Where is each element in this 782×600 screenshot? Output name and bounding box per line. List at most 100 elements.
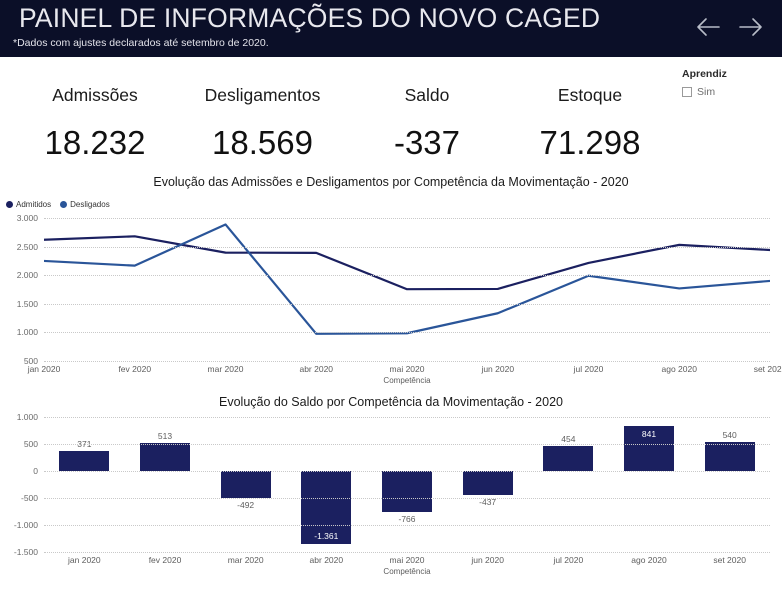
gridline: [44, 218, 770, 219]
kpi-label: Desligamentos: [204, 85, 321, 105]
x-axis-tick: jun 2020: [481, 364, 515, 374]
line-series-svg: [44, 223, 770, 335]
x-axis-tick: jan 2020: [27, 364, 61, 374]
kpi-label: Admissões: [52, 85, 138, 105]
gridline: [44, 246, 770, 248]
kpi-card-admissoes: Admissões 18.232: [14, 85, 176, 161]
kpi-label: Estoque: [557, 85, 623, 105]
chart-title: Evolução do Saldo por Competência da Mov…: [219, 395, 563, 409]
gridline: [44, 471, 770, 472]
gridline: [44, 332, 770, 334]
chart-title: Evolução das Admissões e Desligamentos p…: [153, 175, 629, 189]
y-axis-tick: 3.000: [16, 213, 38, 223]
x-axis-tick: set 2020: [753, 364, 782, 374]
x-axis-tick: mai 2020: [389, 555, 425, 565]
y-axis-tick: 500: [23, 356, 38, 366]
arrow-left-icon[interactable]: [694, 12, 724, 42]
x-axis-tick: jan 2020: [68, 555, 101, 565]
bar-value-label: -437: [479, 496, 497, 507]
bar[interactable]: [623, 425, 674, 471]
kpi-label: Saldo: [404, 85, 450, 105]
y-axis-tick: 1.000: [16, 327, 38, 338]
bar[interactable]: [381, 471, 432, 513]
x-axis-tick: mar 2020: [227, 555, 264, 565]
x-axis-tick: fev 2020: [148, 555, 182, 565]
x-axis-label: Competência: [383, 567, 431, 576]
x-axis-tick: jul 2020: [553, 555, 584, 565]
y-axis-tick: -1.000: [13, 520, 38, 530]
legend-item-desligados[interactable]: Desligados: [60, 200, 110, 209]
chart-legend: Admitidos Desligados: [6, 200, 110, 209]
x-axis-tick: set 2020: [713, 555, 746, 565]
gridline: [44, 417, 770, 418]
filter-title: Aprendiz: [682, 68, 727, 80]
bar-value-label: 454: [561, 434, 576, 445]
kpi-value: 71.298: [539, 123, 641, 161]
filter-option-sim[interactable]: Sim: [682, 86, 774, 98]
bar[interactable]: [59, 450, 110, 471]
line-series-admitidos: [44, 235, 770, 291]
bar[interactable]: [139, 443, 190, 471]
y-axis-tick: 0: [33, 466, 38, 476]
bar-chart: Evolução do Saldo por Competência da Mov…: [0, 391, 782, 600]
y-axis-tick: -500: [20, 493, 38, 503]
bar-chart-plot-area: 371 513 -492 -1.361 -766 -437 454 841 540: [44, 417, 770, 552]
gridline: [44, 361, 770, 362]
bar-value-label: 513: [157, 431, 173, 442]
legend-label: Admitidos: [16, 200, 52, 209]
x-axis-tick: jun 2020: [471, 555, 504, 565]
kpi-card-desligamentos: Desligamentos 18.569: [173, 85, 352, 161]
bar-value-label: 371: [77, 438, 92, 449]
bar[interactable]: [220, 471, 271, 498]
page-subtitle: *Dados com ajustes declarados até setemb…: [13, 37, 269, 49]
bar-value-label: -1.361: [314, 531, 339, 542]
y-axis-tick: 1.000: [16, 412, 38, 422]
legend-item-admitidos[interactable]: Admitidos: [6, 200, 51, 209]
line-chart: Evolução das Admissões e Desligamentos p…: [0, 169, 782, 391]
filter-option-label: Sim: [697, 85, 716, 98]
kpi-value: -337: [393, 123, 461, 161]
gridline: [44, 444, 770, 445]
x-axis-tick: ago 2020: [661, 364, 697, 374]
gridline: [44, 552, 770, 553]
checkbox-icon[interactable]: [682, 86, 692, 97]
line-chart-plot-area: [44, 218, 770, 361]
legend-label: Desligados: [70, 200, 110, 209]
x-axis-tick: mar 2020: [207, 364, 244, 374]
kpi-value: 18.232: [44, 123, 146, 161]
bar[interactable]: [301, 471, 352, 545]
bar[interactable]: [704, 441, 755, 471]
bar-value-label: 841: [641, 428, 657, 439]
y-axis-tick: -1.500: [13, 547, 38, 557]
header-navigation: [694, 12, 766, 42]
legend-color-dot: [6, 201, 13, 208]
line-series-desligados: [44, 223, 770, 335]
arrow-right-icon[interactable]: [736, 12, 766, 42]
bar-value-label: -492: [237, 499, 255, 510]
bar-value-label: -766: [398, 514, 416, 525]
y-axis-tick: 1.500: [16, 298, 38, 309]
gridline: [44, 303, 770, 305]
x-axis-tick: jul 2020: [573, 364, 604, 374]
x-axis-tick: ago 2020: [631, 555, 667, 565]
x-axis-tick: mai 2020: [389, 364, 425, 374]
x-axis-tick: abr 2020: [309, 555, 344, 565]
kpi-card-saldo: Saldo -337: [357, 85, 497, 161]
x-axis-tick: fev 2020: [118, 364, 152, 374]
kpi-value: 18.569: [212, 123, 313, 161]
legend-color-dot: [60, 201, 68, 208]
gridline: [44, 498, 770, 499]
bar[interactable]: [543, 446, 594, 471]
aprendiz-filter: Aprendiz Sim: [682, 68, 774, 98]
gridline: [44, 525, 770, 526]
gridline: [44, 275, 770, 277]
page-title: PAINEL DE INFORMAÇÕES DO NOVO CAGED: [19, 3, 601, 33]
kpi-card-estoque: Estoque 71.298: [505, 85, 675, 161]
kpi-row: Admissões 18.232 Desligamentos 18.569 Sa…: [0, 57, 782, 169]
y-axis-tick: 2.000: [16, 270, 38, 281]
y-axis-tick: 2.500: [16, 241, 38, 252]
bar[interactable]: [462, 471, 513, 495]
app-header: PAINEL DE INFORMAÇÕES DO NOVO CAGED *Dad…: [0, 0, 782, 57]
x-axis-tick: abr 2020: [299, 364, 334, 374]
y-axis-tick: 500: [23, 439, 38, 449]
